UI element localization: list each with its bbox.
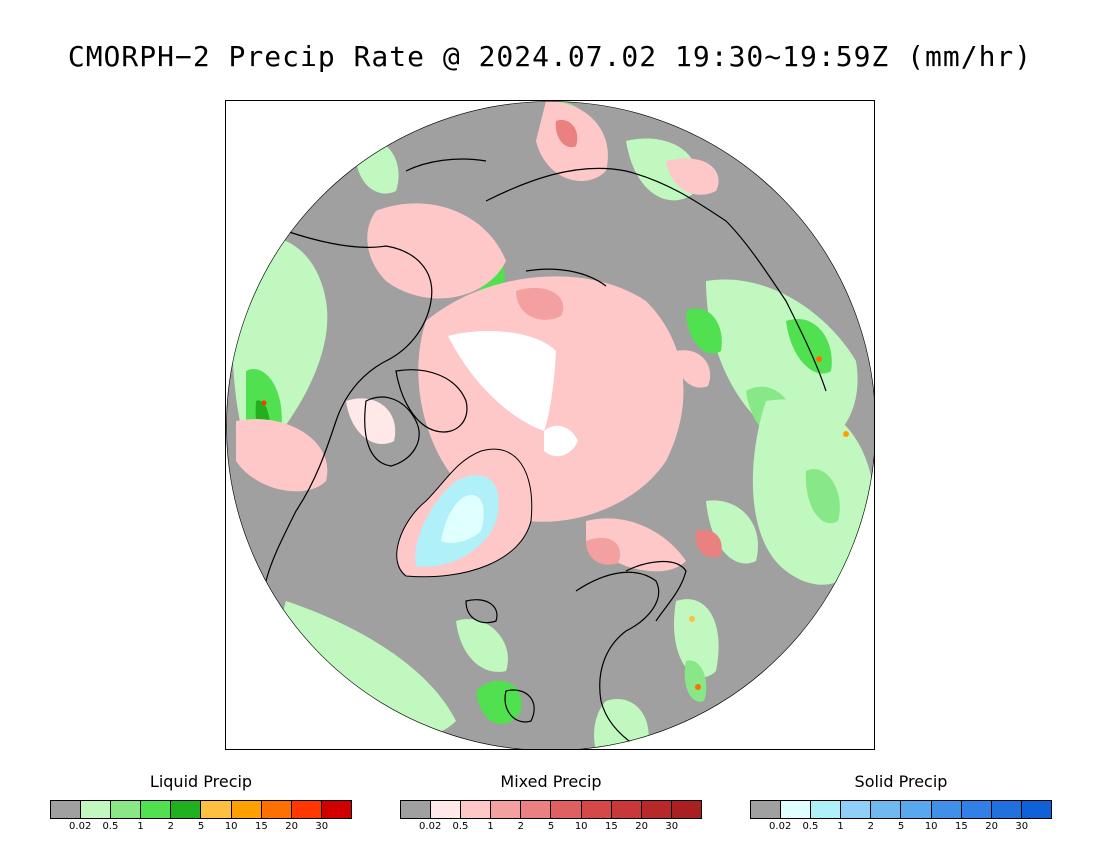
map-title: CMORPH−2 Precip Rate @ 2024.07.02 19:30~…	[67, 40, 1033, 73]
legend-swatch	[51, 801, 82, 818]
legend-swatch	[961, 801, 992, 818]
legend-swatch	[991, 801, 1022, 818]
legend-swatch	[461, 801, 492, 818]
legend-swatch	[751, 801, 782, 818]
legend-tick-label: 5	[197, 821, 205, 832]
legend-swatch	[111, 801, 142, 818]
legend-swatch	[871, 801, 902, 818]
legend-swatch	[641, 801, 672, 818]
legend-swatch	[81, 801, 112, 818]
legend-tick-label: 0.02	[419, 821, 442, 832]
legend-ticks: 0.02 0.5 1 2 5 10 15 20 30	[50, 821, 352, 835]
legend-swatch	[171, 801, 202, 818]
legend-swatch	[781, 801, 812, 818]
legend-ticks: 0.02 0.5 1 2 5 10 15 20 30	[400, 821, 702, 835]
eurasia-coastline-icon	[485, 167, 827, 392]
legend-tick-label: 0.5	[802, 821, 819, 832]
legend-tick-label: 20	[635, 821, 648, 832]
legend-swatch	[581, 801, 612, 818]
greenland-icon	[396, 448, 533, 578]
legend-title: Solid Precip	[854, 772, 948, 791]
legend-swatch	[291, 801, 322, 818]
legend-swatch	[521, 801, 552, 818]
polar-precip-map	[226, 101, 874, 749]
map-frame	[225, 100, 875, 750]
legend-title: Liquid Precip	[149, 772, 253, 791]
coastlines	[265, 158, 827, 747]
legend-color-bar	[400, 800, 702, 819]
legend-tick-label: 0.5	[102, 821, 119, 832]
legend-tick-label: 2	[867, 821, 874, 832]
legend-tick-label: 30	[315, 821, 329, 832]
legend-swatch	[671, 801, 701, 818]
legend-swatch	[231, 801, 262, 818]
legend-tick-label: 15	[255, 821, 268, 832]
legend-tick-label: 30	[665, 821, 679, 832]
legend-liquid: Liquid Precip 0.02 0.5 1 2 5 10 15 20 30	[50, 772, 352, 835]
legend-swatch	[261, 801, 292, 818]
legend-swatch	[611, 801, 642, 818]
legend-tick-label: 1	[837, 821, 844, 832]
legend-swatch	[811, 801, 842, 818]
legend-swatch	[491, 801, 522, 818]
north-america-coastline-icon	[265, 230, 433, 582]
no-data-areas	[448, 331, 578, 457]
legend-swatch	[551, 801, 582, 818]
legend-tick-label: 30	[1015, 821, 1029, 832]
legend-tick-label: 2	[167, 821, 174, 832]
legend-swatch	[401, 801, 432, 818]
legend-swatch	[321, 801, 351, 818]
legend-tick-label: 20	[985, 821, 998, 832]
legend-ticks: 0.02 0.5 1 2 5 10 15 20 30	[750, 821, 1052, 835]
legend-tick-label: 0.02	[69, 821, 92, 832]
legend-swatch	[201, 801, 232, 818]
legend-tick-label: 10	[924, 821, 938, 832]
liquid-precip-areas	[232, 101, 874, 749]
legend-color-bar	[50, 800, 352, 819]
legend-tick-label: 15	[955, 821, 968, 832]
legend-tick-label: 10	[574, 821, 588, 832]
legend-solid: Solid Precip 0.02 0.5 1 2 5 10 15 20 30	[750, 772, 1052, 835]
legend-tick-label: 10	[224, 821, 238, 832]
legend-color-bar	[750, 800, 1052, 819]
legend-swatch	[141, 801, 172, 818]
arctic-ocean-icon	[525, 268, 607, 287]
legend-tick-label: 5	[897, 821, 905, 832]
legend-swatch	[431, 801, 462, 818]
legend-tick-label: 2	[517, 821, 524, 832]
legend-tick-label: 0.02	[769, 821, 792, 832]
legend-swatch	[1021, 801, 1051, 818]
legend-tick-label: 5	[547, 821, 555, 832]
legend-tick-label: 20	[285, 821, 298, 832]
legend-title: Mixed Precip	[500, 772, 602, 791]
legend-swatch	[841, 801, 872, 818]
legend-swatch	[901, 801, 932, 818]
legend-tick-label: 1	[137, 821, 144, 832]
legend-tick-label: 1	[487, 821, 494, 832]
legend-tick-label: 15	[605, 821, 618, 832]
legend-mixed: Mixed Precip 0.02 0.5 1 2 5 10 15 20 30	[400, 772, 702, 835]
legend-tick-label: 0.5	[452, 821, 469, 832]
legend-swatch	[931, 801, 962, 818]
